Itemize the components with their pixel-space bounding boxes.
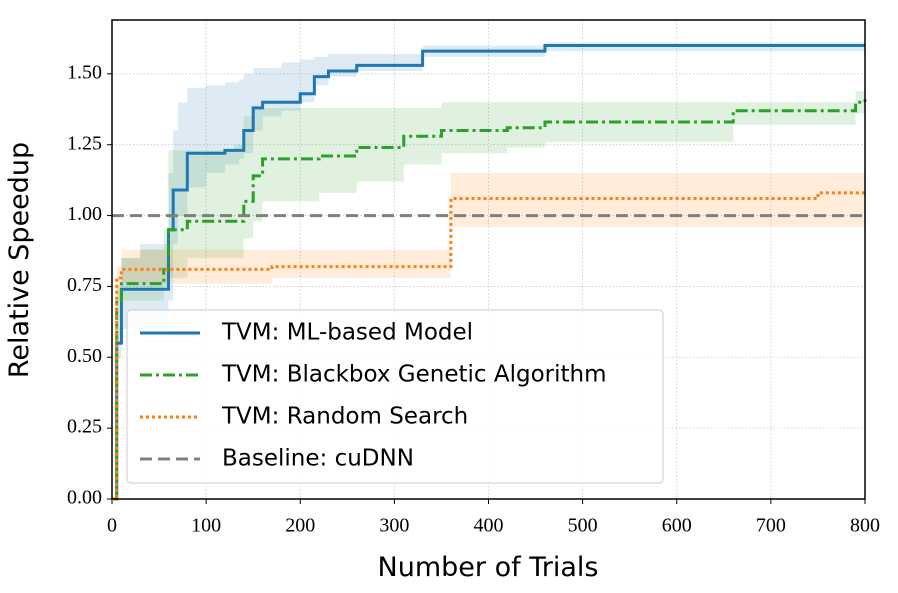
x-tick-label: 300 (379, 515, 409, 537)
y-tick-label: 1.25 (67, 132, 102, 154)
x-tick-label: 200 (285, 515, 315, 537)
y-axis-label: Relative Speedup (4, 142, 35, 378)
x-tick-label: 700 (756, 515, 786, 537)
confidence-band (112, 42, 865, 499)
x-axis-label: Number of Trials (378, 552, 599, 583)
y-tick-label: 0.75 (67, 274, 102, 296)
x-tick-label: 400 (474, 515, 504, 537)
legend-label: Baseline: cuDNN (222, 446, 414, 472)
legend: TVM: ML-based Model TVM: Blackbox Genetic… (126, 309, 664, 484)
legend-label: TVM: ML-based Model (221, 320, 473, 346)
series-line (112, 44, 865, 501)
y-tick-label: 0.50 (67, 345, 102, 367)
y-tick-label: 0.00 (67, 487, 102, 509)
x-tick-label: 100 (191, 515, 221, 537)
y-tick-label: 0.25 (67, 416, 102, 438)
confidence-band (112, 173, 865, 499)
legend-box (126, 309, 664, 484)
x-tick-label: 500 (568, 515, 598, 537)
y-tick-label: 1.50 (67, 61, 102, 83)
x-tick-label: 600 (662, 515, 692, 537)
legend-label: TVM: Random Search (221, 404, 468, 430)
plot-frame (111, 19, 866, 500)
series-line (112, 190, 867, 501)
x-tick-label: 800 (850, 515, 880, 537)
confidence-band (112, 88, 865, 499)
x-tick-label: 0 (107, 515, 117, 537)
series-line (112, 99, 867, 501)
legend-label: TVM: Blackbox Genetic Algorithm (221, 362, 607, 388)
y-tick-label: 1.00 (67, 203, 102, 225)
